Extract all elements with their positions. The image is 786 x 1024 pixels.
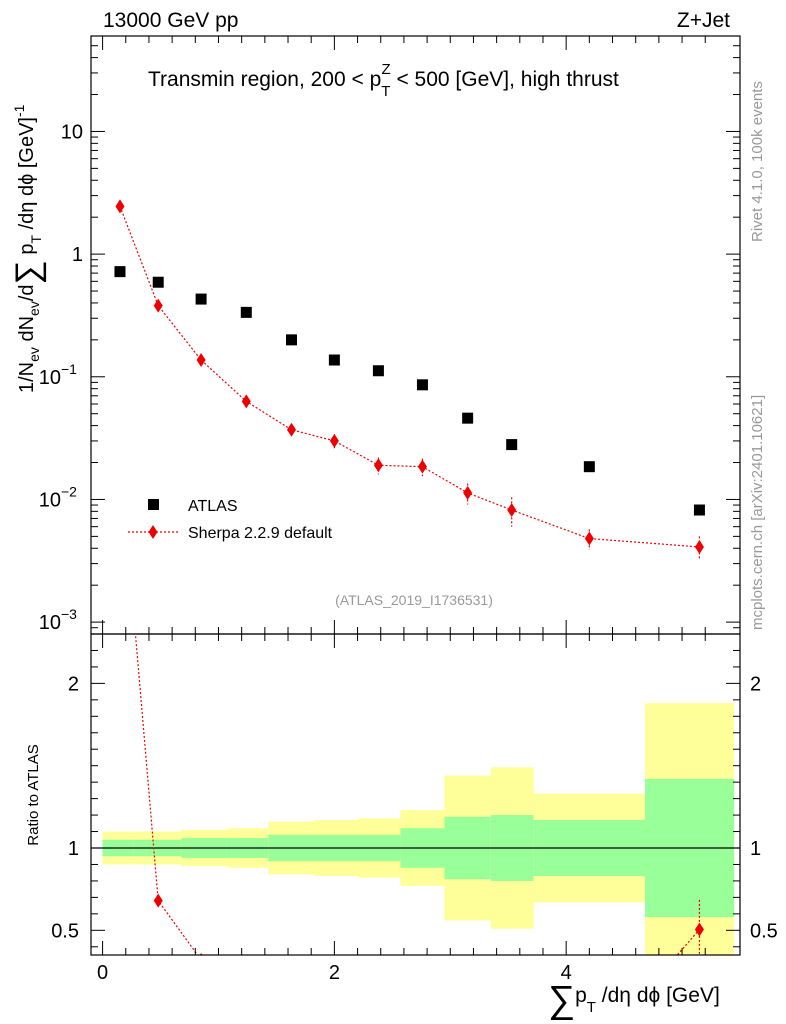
main-y-axis-label: 1/Nev dNev/d∑ pT /dη dϕ [GeV]-1 xyxy=(9,104,47,393)
ratio-y-ticks: 2 2 1 1 0.5 0.5 xyxy=(51,649,778,948)
ratio-sherpa-line-end xyxy=(676,929,700,955)
sherpa-point xyxy=(329,433,339,448)
svg-text:1/Nev dNev/d∑ pT /dη dϕ [GeV]: 1/Nev dNev/d∑ pT /dη dϕ [GeV]-1 xyxy=(9,104,47,393)
sherpa-point xyxy=(694,539,704,554)
main-x-ticks xyxy=(102,36,706,634)
main-y-tick-label: 1 xyxy=(72,244,83,266)
ratio-x-tick-label: 2 xyxy=(329,962,340,984)
legend-atlas-marker xyxy=(148,499,159,510)
sherpa-point xyxy=(153,298,163,313)
ratio-y-tick-label: 1 xyxy=(68,838,79,860)
atlas-point xyxy=(693,504,705,516)
rivet-label: Rivet 4.1.0, 100k events xyxy=(749,81,766,242)
main-y-tick-label: 10 xyxy=(61,121,83,143)
sherpa-point xyxy=(417,459,427,474)
sherpa-point xyxy=(373,458,383,473)
ratio-x-tick-label: 0 xyxy=(97,962,108,984)
atlas-point xyxy=(506,439,518,451)
main-y-tick-label: 10 xyxy=(39,367,61,389)
main-title: Transmin region, 200 < pTZ < 500 [GeV], … xyxy=(148,61,619,100)
atlas-point xyxy=(152,276,164,288)
header-energy-label: 13000 GeV pp xyxy=(103,9,238,32)
ratio-sherpa-point xyxy=(153,893,163,908)
atlas-point xyxy=(416,379,428,391)
legend-sherpa-label: Sherpa 2.2.9 default xyxy=(188,525,333,542)
sherpa-point xyxy=(241,394,251,409)
atlas-point xyxy=(240,306,252,318)
legend: ATLAS Sherpa 2.2.9 default xyxy=(128,498,333,542)
header-process-label: Z+Jet xyxy=(677,9,730,32)
atlas-point xyxy=(328,354,340,366)
atlas-point xyxy=(195,293,207,305)
atlas-point xyxy=(462,412,474,424)
main-y-tick-exponent: −1 xyxy=(61,361,77,377)
ratio-y-tick-label: 0.5 xyxy=(51,920,79,942)
ratio-y-tick-label-right: 0.5 xyxy=(750,920,778,942)
main-panel: Transmin region, 200 < pTZ < 500 [GeV], … xyxy=(9,35,741,635)
main-y-tick-label: 10 xyxy=(39,612,61,634)
sherpa-point xyxy=(286,422,296,437)
sherpa-point xyxy=(507,503,517,518)
ratio-sherpa-point xyxy=(115,446,124,460)
main-y-tick-exponent: −3 xyxy=(61,606,77,622)
main-y-tick-exponent: −2 xyxy=(61,483,77,499)
main-frame xyxy=(90,35,741,635)
atlas-point xyxy=(285,334,297,346)
ratio-y-tick-label-right: 2 xyxy=(750,673,761,695)
ratio-y-tick-label-right: 1 xyxy=(750,838,761,860)
sherpa-point xyxy=(196,353,206,368)
ratio-frame xyxy=(90,633,741,956)
atlas-point xyxy=(114,266,126,278)
sherpa-point xyxy=(463,485,473,500)
main-y-tick-label: 10 xyxy=(39,489,61,511)
x-axis-label: ∑pT /dη dϕ [GeV] xyxy=(548,979,720,1021)
ratio-y-axis-label: Ratio to ATLAS xyxy=(25,744,42,845)
ratio-data-marks xyxy=(115,446,704,955)
legend-atlas-label: ATLAS xyxy=(188,498,238,515)
ratio-x-tick-label: 4 xyxy=(561,962,572,984)
ratio-uncertainty-bands xyxy=(102,703,735,955)
atlas-point xyxy=(372,365,384,377)
mcplots-label: mcplots.cern.ch [arXiv:2401.10621] xyxy=(749,395,766,630)
ratio-y-tick-label: 2 xyxy=(68,673,79,695)
ratio-panel: 2 2 1 1 0.5 0.5 0 2 4 Ratio to ATLAS ∑pT /dη dϕ… xyxy=(25,446,778,1021)
sherpa-point xyxy=(115,199,125,214)
sherpa-point xyxy=(584,531,594,546)
atlas-point xyxy=(583,461,595,473)
sherpa-line xyxy=(119,206,700,548)
watermark-label: (ATLAS_2019_I1736531) xyxy=(335,592,493,608)
main-data-marks xyxy=(114,199,705,561)
ratio-sherpa-point xyxy=(694,922,704,937)
ratio-x-ticks: 0 2 4 xyxy=(97,634,706,984)
legend-sherpa-marker xyxy=(148,525,158,539)
